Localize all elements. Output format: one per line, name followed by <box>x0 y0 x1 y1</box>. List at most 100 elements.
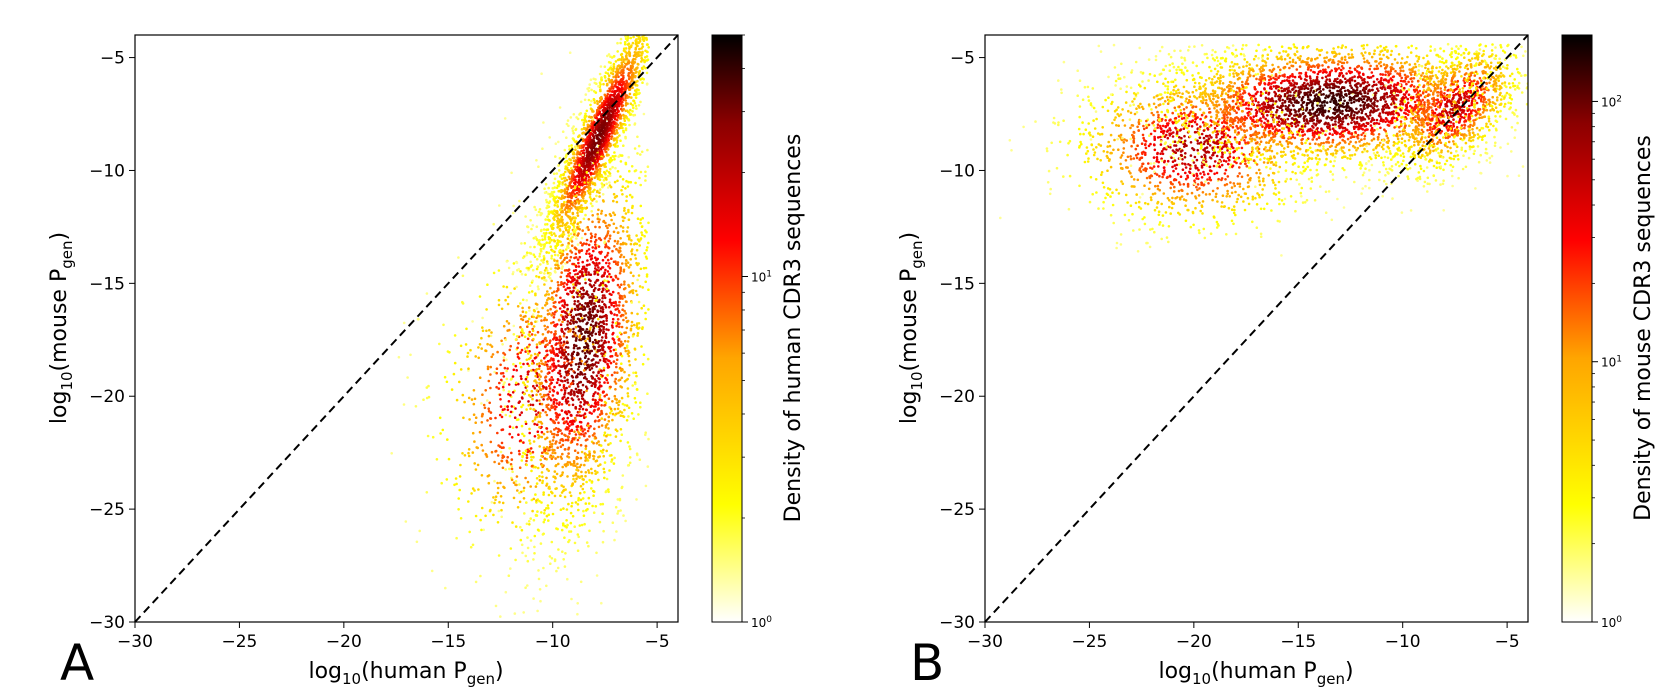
density-point <box>582 123 586 127</box>
density-point <box>634 181 637 185</box>
density-point <box>487 407 491 411</box>
density-point <box>543 236 547 239</box>
density-point <box>641 233 644 237</box>
density-point <box>542 254 546 258</box>
density-point <box>590 254 594 257</box>
density-point <box>592 146 596 150</box>
density-point <box>561 243 564 247</box>
density-point <box>409 353 412 357</box>
density-point <box>578 381 581 384</box>
density-point <box>554 427 558 430</box>
density-point <box>616 512 619 515</box>
density-point <box>559 234 563 237</box>
density-point <box>580 359 583 363</box>
density-point <box>580 304 584 307</box>
density-point <box>567 435 570 439</box>
density-point <box>620 65 624 69</box>
density-point <box>592 131 596 134</box>
density-point <box>550 445 554 448</box>
density-point <box>582 514 586 517</box>
density-point <box>585 150 588 154</box>
density-point <box>609 407 613 411</box>
density-point <box>562 558 565 561</box>
density-point <box>574 339 578 342</box>
density-point <box>580 292 583 296</box>
density-point <box>481 316 484 320</box>
density-point <box>588 411 592 414</box>
density-point <box>576 276 580 279</box>
density-point <box>566 320 570 323</box>
density-point <box>493 479 496 483</box>
density-point <box>507 266 511 270</box>
density-point <box>612 75 615 79</box>
density-point <box>566 461 570 464</box>
density-point <box>515 475 519 478</box>
density-point <box>608 359 611 363</box>
density-point <box>613 114 617 118</box>
density-point <box>476 446 480 450</box>
density-point <box>615 429 619 433</box>
density-point <box>570 440 574 444</box>
density-point <box>551 455 555 458</box>
density-point <box>504 298 507 302</box>
density-point <box>520 329 524 333</box>
density-point <box>614 60 618 63</box>
density-point <box>551 249 555 253</box>
density-point <box>583 428 586 431</box>
density-point <box>522 489 525 493</box>
density-point <box>470 492 473 495</box>
density-point <box>593 378 597 381</box>
density-point <box>555 195 559 199</box>
density-point <box>581 144 584 148</box>
density-point <box>605 434 608 438</box>
density-point <box>576 165 579 169</box>
density-point <box>560 261 563 265</box>
density-point <box>635 234 638 237</box>
density-point <box>610 86 613 89</box>
density-point <box>545 413 549 417</box>
density-point <box>543 187 546 190</box>
density-point <box>632 371 635 375</box>
density-points-a <box>390 35 650 618</box>
density-point <box>587 175 591 179</box>
density-point <box>494 416 497 420</box>
density-point <box>613 158 616 161</box>
density-point <box>591 434 595 437</box>
density-point <box>557 266 561 270</box>
density-point <box>591 317 595 320</box>
density-point <box>608 237 612 240</box>
density-point <box>571 129 575 133</box>
density-point <box>491 353 495 356</box>
density-point <box>557 140 560 144</box>
density-point <box>612 62 616 66</box>
density-point <box>552 362 556 365</box>
density-point <box>547 513 551 517</box>
density-point <box>615 111 619 115</box>
density-point <box>576 466 579 469</box>
density-point <box>422 398 425 402</box>
density-point <box>643 36 646 40</box>
density-point <box>609 433 612 437</box>
density-point <box>467 448 471 451</box>
density-point <box>535 384 539 387</box>
density-point <box>435 458 439 461</box>
density-point <box>596 137 600 141</box>
density-point <box>590 178 594 181</box>
density-point <box>647 437 650 441</box>
density-point <box>608 224 611 227</box>
density-point <box>601 300 604 304</box>
density-point <box>642 304 646 308</box>
density-point <box>537 275 541 279</box>
density-point <box>486 419 489 422</box>
density-point <box>538 341 541 344</box>
density-point <box>567 272 570 276</box>
density-point <box>635 322 639 325</box>
density-point <box>545 200 549 204</box>
density-point <box>552 290 556 294</box>
density-point <box>563 188 567 191</box>
density-point <box>583 166 586 169</box>
density-point <box>598 393 602 397</box>
density-point <box>602 454 605 458</box>
density-point <box>605 287 609 291</box>
density-point <box>594 391 597 394</box>
